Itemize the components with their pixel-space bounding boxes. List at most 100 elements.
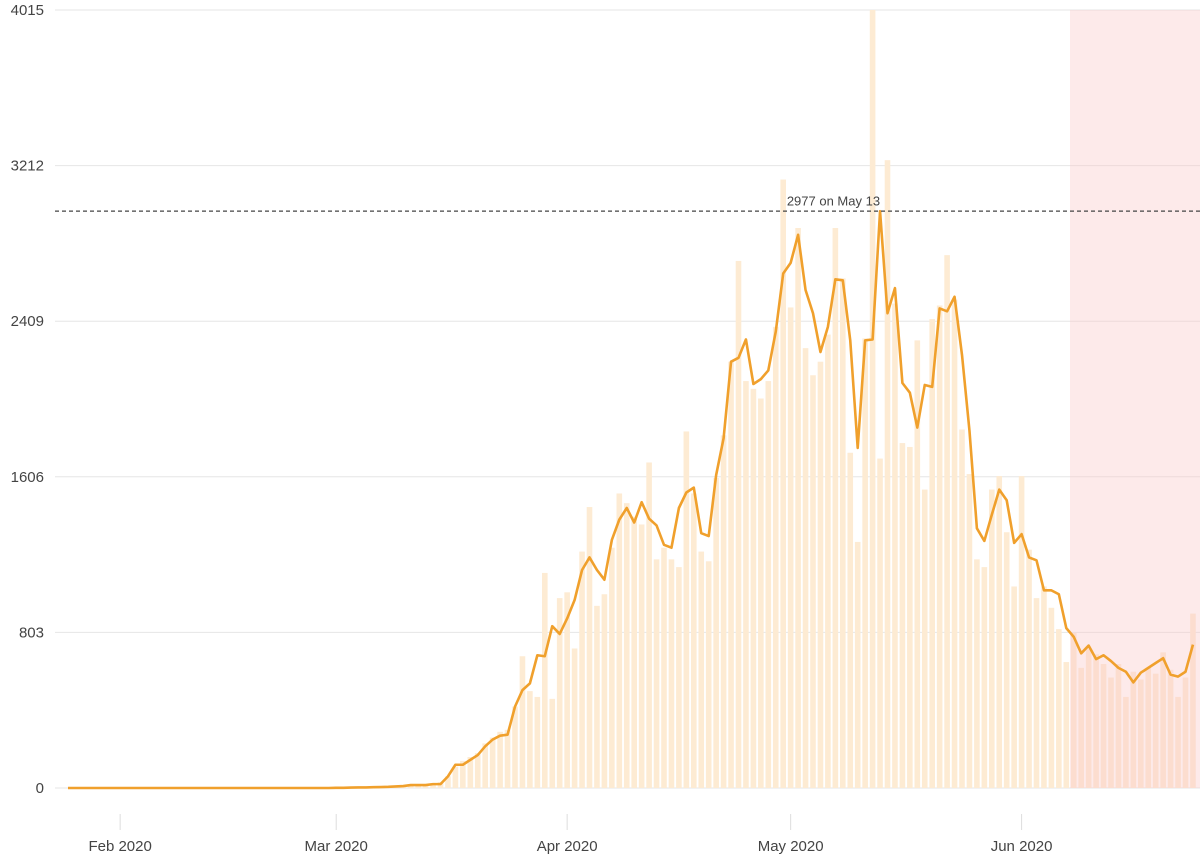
bar	[959, 429, 965, 788]
bar	[460, 760, 466, 788]
bar	[832, 227, 839, 789]
bar	[1063, 662, 1070, 788]
bar	[921, 489, 928, 788]
bar	[1167, 669, 1174, 788]
bar	[1138, 679, 1144, 788]
bar	[787, 307, 794, 788]
bar	[884, 160, 891, 789]
x-tick-label: Mar 2020	[305, 838, 368, 855]
y-tick-label: 2409	[11, 313, 44, 330]
bar	[1145, 667, 1152, 788]
y-tick-label: 3212	[11, 158, 44, 175]
bar	[929, 319, 935, 788]
bar	[899, 443, 906, 788]
bar	[691, 493, 697, 788]
bar	[728, 361, 734, 788]
x-tick-label: May 2020	[758, 838, 824, 855]
bar	[1182, 677, 1189, 788]
bar	[772, 326, 779, 788]
bar	[556, 598, 563, 788]
bar	[474, 753, 481, 788]
bar	[713, 477, 719, 788]
y-tick-label: 1606	[11, 469, 44, 486]
bar	[594, 605, 600, 788]
bar	[720, 435, 727, 788]
bar	[467, 756, 474, 788]
bar	[1026, 549, 1032, 788]
bar	[698, 551, 705, 788]
bar	[705, 561, 712, 788]
bar	[683, 431, 690, 788]
bar	[1011, 586, 1017, 788]
bar	[1190, 613, 1196, 788]
bar	[1100, 663, 1107, 788]
bar	[951, 299, 958, 788]
bar	[542, 572, 548, 788]
bar	[966, 474, 973, 788]
bar	[1041, 586, 1047, 788]
bar	[735, 260, 742, 788]
bar	[1085, 648, 1092, 788]
bar	[430, 783, 436, 788]
bar	[758, 398, 764, 788]
y-tick-label: 803	[19, 624, 44, 641]
bar	[631, 516, 637, 788]
bar	[445, 776, 451, 788]
bar	[564, 592, 570, 788]
bar	[1070, 632, 1077, 788]
bar	[1018, 476, 1025, 788]
x-tick-label: Apr 2020	[537, 838, 598, 855]
bar	[638, 524, 645, 788]
bar	[527, 691, 533, 788]
bar	[1048, 607, 1055, 788]
bar	[1108, 677, 1114, 788]
bar	[601, 594, 608, 788]
bar	[1003, 532, 1010, 788]
bar	[646, 462, 652, 788]
bar	[489, 737, 496, 788]
line	[68, 209, 1195, 790]
bar	[825, 334, 831, 788]
bar	[877, 458, 883, 788]
x-tick-label: Jun 2020	[991, 838, 1053, 855]
bar	[862, 338, 868, 788]
bar	[817, 361, 824, 788]
bar	[974, 559, 980, 788]
bar	[661, 547, 667, 788]
bar	[810, 375, 816, 788]
bar	[623, 503, 630, 788]
bar	[1123, 696, 1129, 788]
bar	[1033, 598, 1040, 788]
bar	[616, 493, 623, 788]
bar	[407, 785, 414, 788]
bar	[1078, 667, 1084, 788]
shaded-region	[1070, 10, 1200, 788]
bar	[869, 10, 876, 788]
bar	[549, 698, 556, 788]
bar	[571, 648, 578, 788]
bar	[1056, 629, 1062, 788]
bar	[519, 656, 526, 788]
bar	[840, 278, 846, 788]
bar	[1093, 654, 1099, 788]
bar	[847, 452, 854, 788]
bar	[497, 731, 503, 788]
bar	[609, 547, 615, 788]
bar	[586, 507, 593, 788]
bar	[653, 559, 660, 788]
bar	[802, 348, 809, 788]
bar	[750, 388, 757, 788]
bar	[1130, 671, 1137, 788]
bar	[482, 743, 488, 788]
bar	[452, 766, 459, 788]
bar	[1160, 652, 1166, 788]
bar	[534, 696, 541, 788]
bar	[892, 303, 898, 788]
bar	[1115, 663, 1122, 788]
reference-label: 2977 on May 13	[787, 194, 880, 209]
bar	[1175, 696, 1181, 788]
bar	[944, 255, 950, 788]
bar	[907, 446, 913, 788]
y-tick-label: 0	[36, 780, 44, 797]
